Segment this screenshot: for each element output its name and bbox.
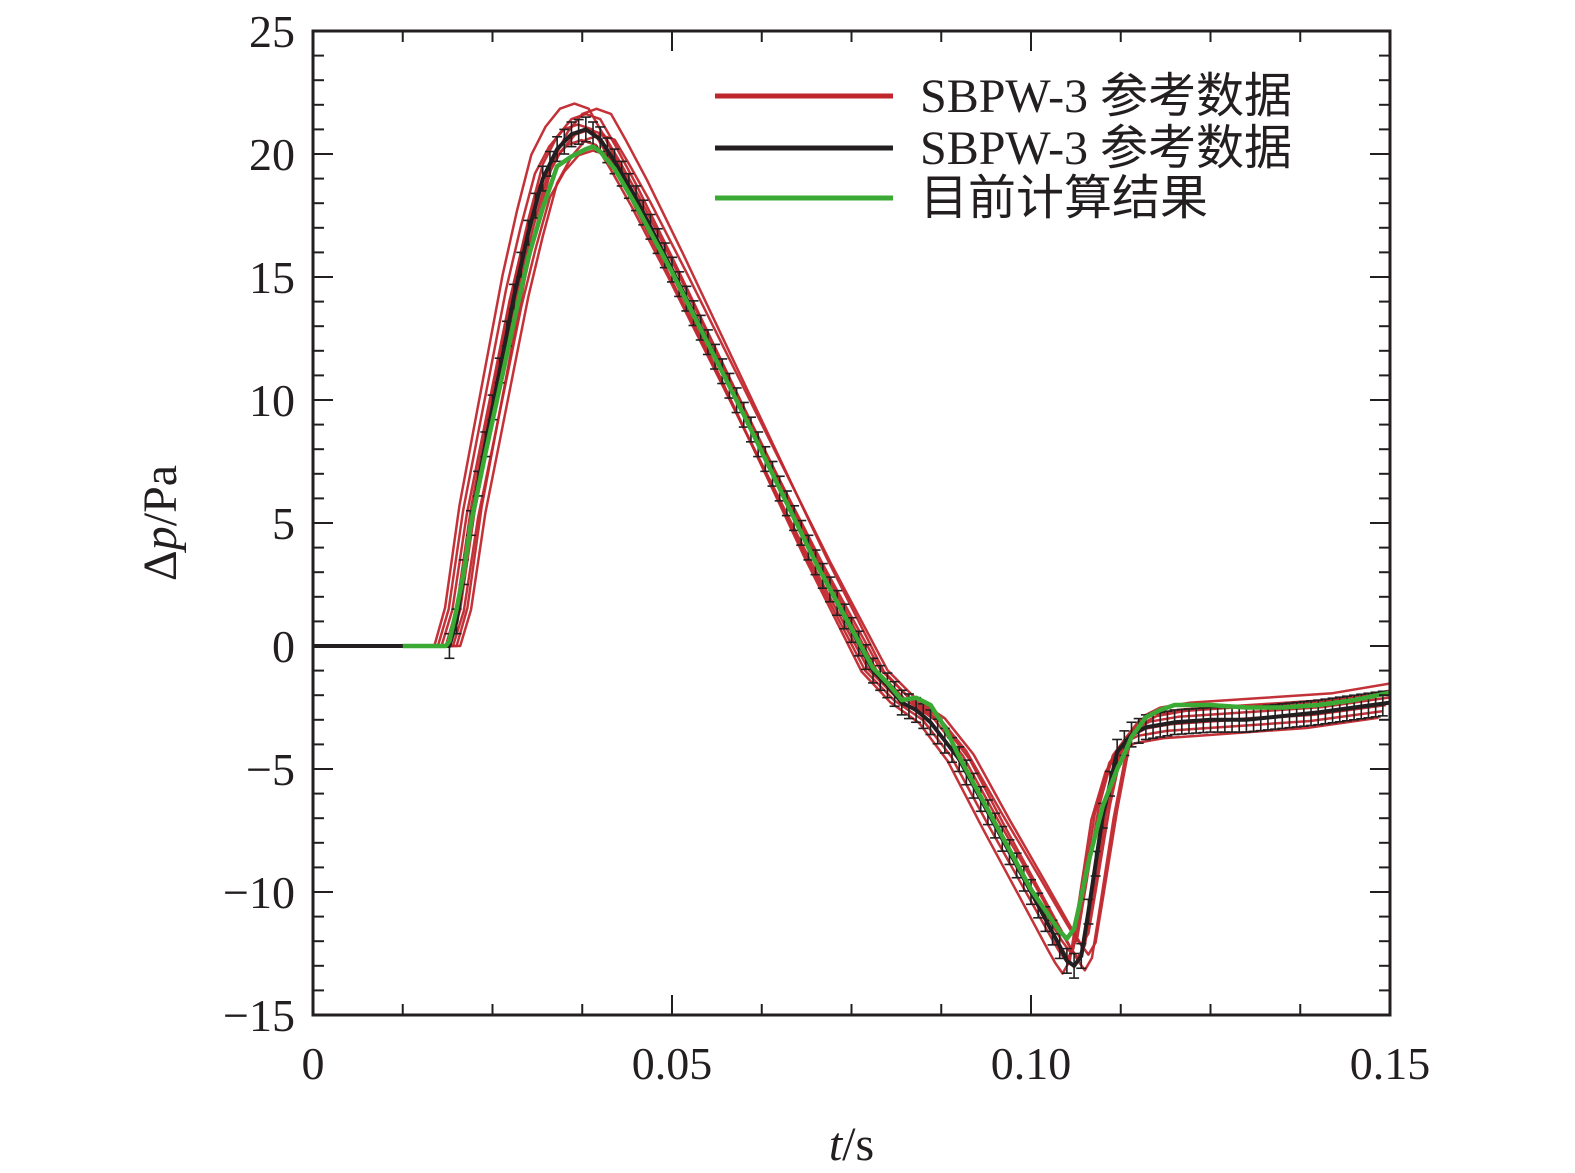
y-tick-label: −15 — [223, 990, 295, 1041]
x-tick-label: 0 — [302, 1038, 325, 1089]
red-reference-line — [399, 128, 1391, 959]
red-reference-line — [399, 133, 1391, 956]
y-axis-title: Δp/Pa — [134, 465, 187, 581]
x-axis-var: t — [829, 1118, 844, 1171]
x-tick-label: 0.15 — [1350, 1038, 1431, 1089]
y-tick-label: 20 — [249, 129, 295, 180]
series-group — [313, 102, 1391, 979]
plot-frame — [311, 29, 1392, 1017]
legend-label: SBPW-3 参考数据 — [920, 122, 1292, 175]
red-reference-line — [399, 112, 1391, 969]
red-reference-line — [399, 123, 1383, 963]
y-tick-label: −5 — [246, 744, 295, 795]
y-tick-label: 15 — [249, 252, 295, 303]
y-tick-label: 25 — [249, 6, 295, 57]
y-tick-label: −10 — [223, 867, 295, 918]
legend-label: SBPW-3 参考数据 — [920, 70, 1292, 123]
legend-label: 目前计算结果 — [920, 172, 1208, 225]
y-tick-label: 5 — [272, 498, 295, 549]
red-reference-line — [399, 102, 1379, 975]
y-tick-label: 0 — [272, 621, 295, 672]
tick-labels-group: 0 0.05 0.10 0.15 −15 −10 −5 0 5 10 15 20 25 — [223, 6, 1430, 1089]
x-tick-label: 0.05 — [632, 1038, 713, 1089]
red-reference-line — [399, 149, 1391, 947]
green-computed-line — [402, 144, 1391, 941]
ticks-group — [312, 30, 1391, 1016]
y-axis-var: p — [134, 526, 187, 553]
y-axis-unit: /Pa — [134, 465, 187, 526]
red-reference-line — [399, 107, 1391, 972]
red-reference-line — [399, 138, 1386, 953]
x-axis-title: t/s — [829, 1118, 874, 1171]
x-axis-unit: /s — [842, 1118, 874, 1171]
y-axis-var-prefix: Δ — [134, 550, 187, 581]
x-tick-label: 0.10 — [991, 1038, 1072, 1089]
y-tick-label: 10 — [249, 375, 295, 426]
